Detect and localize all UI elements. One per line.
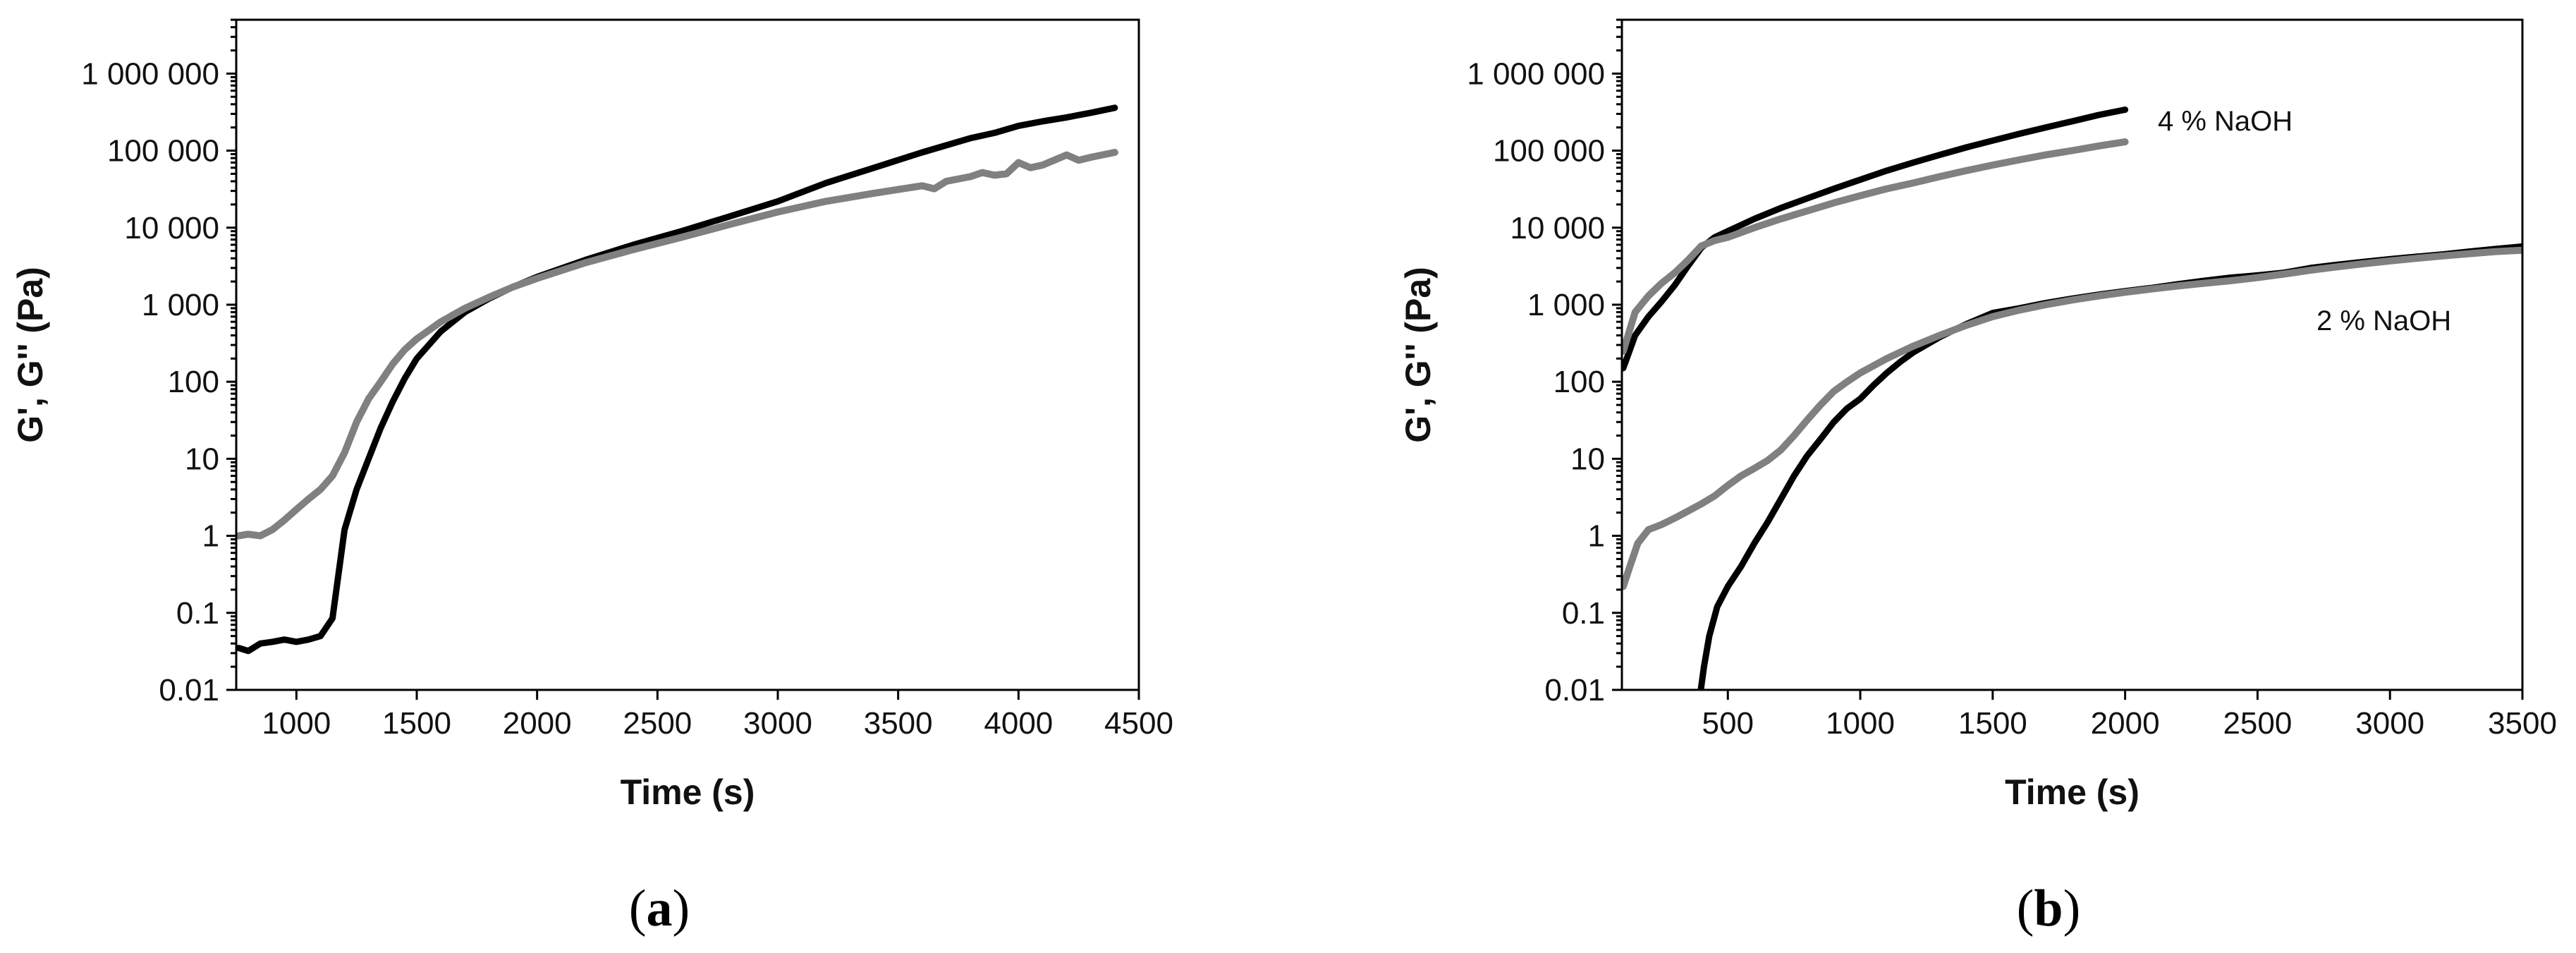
panel-b-x-axis-title: Time (s) bbox=[2005, 772, 2139, 812]
panel-a-x-tick-label: 4000 bbox=[984, 706, 1053, 741]
panel-a-y-tick-label: 1 000 000 bbox=[81, 56, 219, 91]
panel-b-x-tick-label: 1000 bbox=[1826, 706, 1895, 741]
panel-b-y-tick-label: 1 000 000 bbox=[1467, 56, 1605, 91]
panel-a-plot-frame bbox=[235, 18, 1140, 691]
panel-a-series-group bbox=[236, 104, 1118, 655]
panel-b-y-tick-label: 0.1 bbox=[1562, 596, 1605, 631]
panel-a-y-tick-label: 0.1 bbox=[176, 596, 219, 631]
panel-a-y-tick-label: 100 bbox=[168, 365, 219, 399]
panel-b-y-tick-label: 100 bbox=[1553, 365, 1605, 399]
panel-b-series-line-4 bbox=[1622, 246, 2522, 590]
panel-a-series-line-2 bbox=[236, 149, 1118, 540]
panel-b-annotation-1: 4 % NaOH bbox=[2158, 106, 2293, 137]
panel-b-series-line-2 bbox=[1622, 138, 2129, 355]
panel-a-x-tick-label: 4500 bbox=[1104, 706, 1173, 741]
panel-b-x-tick-label: 2500 bbox=[2223, 706, 2292, 741]
panel-a-y-tick-label: 1 000 bbox=[142, 288, 219, 322]
panel-a-y-axis-title: G', G'' (Pa) bbox=[11, 267, 50, 443]
panel-b-y-tick-label: 1 000 bbox=[1527, 288, 1605, 322]
panel-a-x-tick-label: 2000 bbox=[503, 706, 572, 741]
panel-a-y-tick-label: 0.01 bbox=[159, 673, 219, 708]
panel-b-series-line-1 bbox=[1622, 107, 2129, 372]
panel-a-panel-label: (a) bbox=[629, 880, 690, 937]
panel-b-series-group bbox=[1622, 107, 2522, 690]
panel-a-y-tick-label: 1 bbox=[202, 519, 219, 554]
panel-b-y-tick-label: 100 000 bbox=[1493, 134, 1605, 169]
panel-b-x-tick-label: 1500 bbox=[1958, 706, 2027, 741]
panel-a-y-tick-label: 10 bbox=[185, 442, 219, 476]
panel-b-annotation-2: 2 % NaOH bbox=[2316, 305, 2451, 336]
panel-a-y-tick-label: 100 000 bbox=[107, 134, 219, 169]
panel-b-y-tick-label: 10 bbox=[1570, 442, 1605, 476]
panel-b-y-tick-label: 1 bbox=[1588, 519, 1605, 554]
chart-panel-b: 500 1000 1500 2000 2500 3000 3500 0.01 0.1 1 10 100… bbox=[1398, 18, 2557, 937]
panel-a-x-tick-label: 3500 bbox=[864, 706, 933, 741]
panel-a-x-tick-label: 2500 bbox=[623, 706, 692, 741]
panel-b-x-tick-label: 3500 bbox=[2488, 706, 2557, 741]
panel-b-x-tick-label: 2000 bbox=[2091, 706, 2160, 741]
panel-b-y-axis-title: G', G'' (Pa) bbox=[1398, 267, 1438, 443]
panel-b-plot-frame bbox=[1620, 18, 2524, 691]
panel-a-y-tick-label: 10 000 bbox=[124, 211, 219, 245]
panel-b-y-tick-label: 10 000 bbox=[1510, 211, 1605, 245]
panel-b-y-tick-label: 0.01 bbox=[1544, 673, 1605, 708]
panel-a-x-axis-title: Time (s) bbox=[621, 772, 755, 812]
panel-a-x-tick-label: 1500 bbox=[382, 706, 451, 741]
panel-b-panel-label: (b) bbox=[2017, 880, 2080, 937]
panel-b-x-tick-label: 500 bbox=[1702, 706, 1754, 741]
panel-a-x-tick-label: 1000 bbox=[262, 706, 331, 741]
panel-b-x-tick-label: 3000 bbox=[2355, 706, 2424, 741]
chart-panel-a: 1000 1500 2000 2500 3000 3500 4000 4500 0.01 0.1 1… bbox=[11, 18, 1173, 937]
panel-a-x-tick-label: 3000 bbox=[743, 706, 812, 741]
